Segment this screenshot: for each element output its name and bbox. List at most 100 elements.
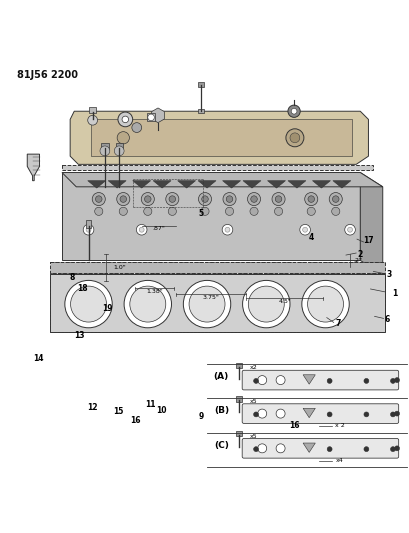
Polygon shape bbox=[49, 262, 384, 272]
Text: (B): (B) bbox=[213, 406, 228, 415]
Text: 2: 2 bbox=[357, 250, 362, 259]
Circle shape bbox=[118, 112, 133, 127]
Circle shape bbox=[183, 280, 230, 328]
Polygon shape bbox=[332, 181, 350, 188]
Circle shape bbox=[331, 207, 339, 215]
Circle shape bbox=[225, 227, 229, 232]
Polygon shape bbox=[360, 173, 382, 274]
Circle shape bbox=[344, 224, 355, 235]
Text: 1.38": 1.38" bbox=[146, 288, 162, 294]
Circle shape bbox=[363, 378, 368, 383]
Bar bbox=[198, 82, 203, 87]
Circle shape bbox=[200, 207, 209, 215]
Circle shape bbox=[70, 286, 106, 322]
Text: 81J56 2200: 81J56 2200 bbox=[17, 70, 78, 80]
Circle shape bbox=[198, 192, 211, 206]
Circle shape bbox=[307, 196, 314, 203]
Polygon shape bbox=[153, 181, 171, 188]
Circle shape bbox=[169, 196, 175, 203]
Circle shape bbox=[389, 447, 394, 451]
Circle shape bbox=[130, 286, 165, 322]
Circle shape bbox=[88, 115, 97, 125]
Circle shape bbox=[168, 207, 176, 215]
Circle shape bbox=[119, 207, 127, 215]
Circle shape bbox=[147, 114, 154, 120]
Circle shape bbox=[287, 105, 299, 117]
Circle shape bbox=[122, 116, 128, 123]
Circle shape bbox=[114, 146, 124, 156]
Polygon shape bbox=[70, 111, 368, 164]
Polygon shape bbox=[62, 165, 372, 171]
Circle shape bbox=[92, 192, 105, 206]
Circle shape bbox=[275, 409, 284, 418]
Circle shape bbox=[304, 192, 317, 206]
Text: x2: x2 bbox=[249, 365, 257, 370]
Polygon shape bbox=[287, 181, 305, 188]
Polygon shape bbox=[49, 274, 384, 332]
FancyBboxPatch shape bbox=[242, 439, 398, 458]
Bar bbox=[85, 220, 91, 228]
Text: 4: 4 bbox=[308, 233, 313, 243]
Circle shape bbox=[248, 286, 283, 322]
Circle shape bbox=[326, 378, 331, 383]
Text: 6: 6 bbox=[383, 315, 389, 324]
Polygon shape bbox=[198, 181, 216, 188]
Text: 17: 17 bbox=[362, 236, 373, 245]
Circle shape bbox=[257, 376, 266, 385]
Text: 1: 1 bbox=[391, 288, 397, 297]
Text: 16: 16 bbox=[130, 416, 140, 425]
Bar bbox=[146, 114, 155, 122]
Text: 8: 8 bbox=[70, 273, 75, 282]
Text: .87": .87" bbox=[152, 227, 164, 231]
Circle shape bbox=[242, 280, 289, 328]
Circle shape bbox=[253, 378, 258, 383]
Circle shape bbox=[117, 192, 130, 206]
Circle shape bbox=[275, 444, 284, 453]
Text: 9: 9 bbox=[198, 413, 203, 422]
Circle shape bbox=[253, 412, 258, 417]
Text: 7: 7 bbox=[334, 319, 339, 328]
Circle shape bbox=[257, 444, 266, 453]
Circle shape bbox=[257, 409, 266, 418]
Polygon shape bbox=[27, 154, 39, 181]
Circle shape bbox=[65, 280, 112, 328]
Text: (C): (C) bbox=[213, 441, 228, 449]
Bar bbox=[198, 109, 203, 114]
Text: 3.75": 3.75" bbox=[202, 295, 219, 300]
Circle shape bbox=[290, 108, 296, 114]
Circle shape bbox=[222, 224, 232, 235]
Circle shape bbox=[306, 207, 315, 215]
Circle shape bbox=[393, 446, 398, 451]
Circle shape bbox=[274, 207, 282, 215]
Circle shape bbox=[136, 224, 146, 235]
Circle shape bbox=[271, 192, 284, 206]
Polygon shape bbox=[177, 181, 195, 188]
Circle shape bbox=[144, 196, 151, 203]
Polygon shape bbox=[108, 181, 126, 188]
Polygon shape bbox=[302, 443, 315, 453]
Text: 5: 5 bbox=[198, 209, 203, 218]
Circle shape bbox=[393, 378, 398, 383]
Circle shape bbox=[222, 192, 236, 206]
Circle shape bbox=[285, 129, 303, 147]
Text: 12: 12 bbox=[87, 403, 98, 412]
Polygon shape bbox=[88, 181, 106, 188]
Text: x5: x5 bbox=[249, 399, 257, 404]
Circle shape bbox=[389, 412, 394, 417]
Circle shape bbox=[83, 224, 94, 235]
Text: (A): (A) bbox=[213, 373, 228, 381]
Circle shape bbox=[100, 146, 110, 156]
Circle shape bbox=[274, 196, 281, 203]
Circle shape bbox=[301, 280, 348, 328]
Polygon shape bbox=[62, 173, 382, 187]
Circle shape bbox=[132, 123, 142, 133]
Circle shape bbox=[226, 196, 232, 203]
Circle shape bbox=[141, 192, 154, 206]
Circle shape bbox=[144, 207, 151, 215]
Text: x 2: x 2 bbox=[334, 423, 344, 429]
Text: .2": .2" bbox=[353, 258, 362, 263]
Text: 14: 14 bbox=[33, 354, 43, 363]
Circle shape bbox=[86, 227, 91, 232]
Bar bbox=[89, 107, 96, 114]
Polygon shape bbox=[302, 408, 315, 418]
